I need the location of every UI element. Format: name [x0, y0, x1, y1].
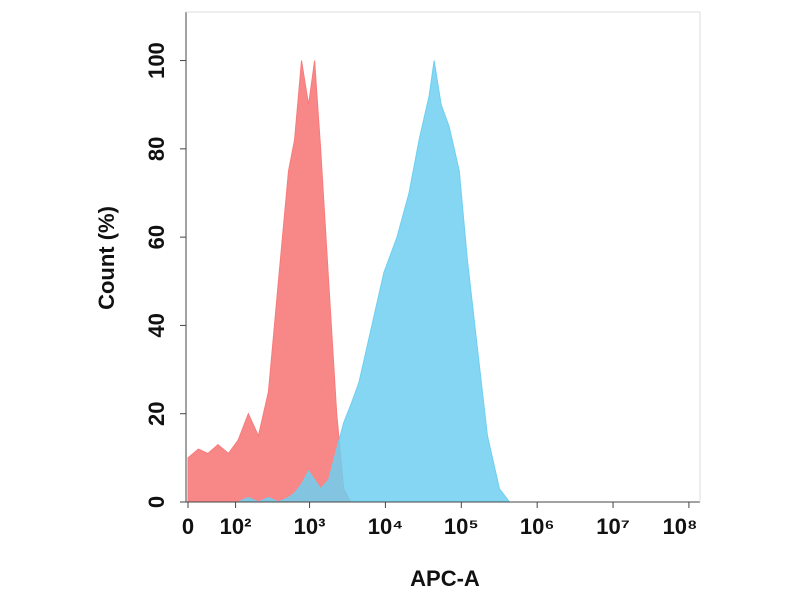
y-axis-label: Count (%)	[94, 206, 119, 310]
y-tick-label: 60	[144, 225, 169, 249]
x-tick-label: 10⁴	[368, 514, 403, 539]
y-tick-label: 20	[144, 401, 169, 425]
x-axis-label: APC-A	[410, 566, 480, 591]
x-tick-label: 10⁷	[596, 514, 630, 539]
y-tick-label: 0	[144, 496, 169, 508]
histogram-area	[188, 60, 511, 503]
x-tick-label: 10⁶	[520, 514, 555, 539]
y-tick-label: 100	[144, 42, 169, 79]
x-tick-label: 10⁵	[444, 514, 479, 539]
x-tick-label: 0	[182, 514, 194, 539]
y-tick-label: 80	[144, 137, 169, 161]
y-tick-label: 40	[144, 313, 169, 337]
x-tick-label: 10³	[294, 514, 326, 539]
x-tick-label: 10⁸	[663, 514, 698, 539]
x-tick-label: 10²	[220, 514, 252, 539]
